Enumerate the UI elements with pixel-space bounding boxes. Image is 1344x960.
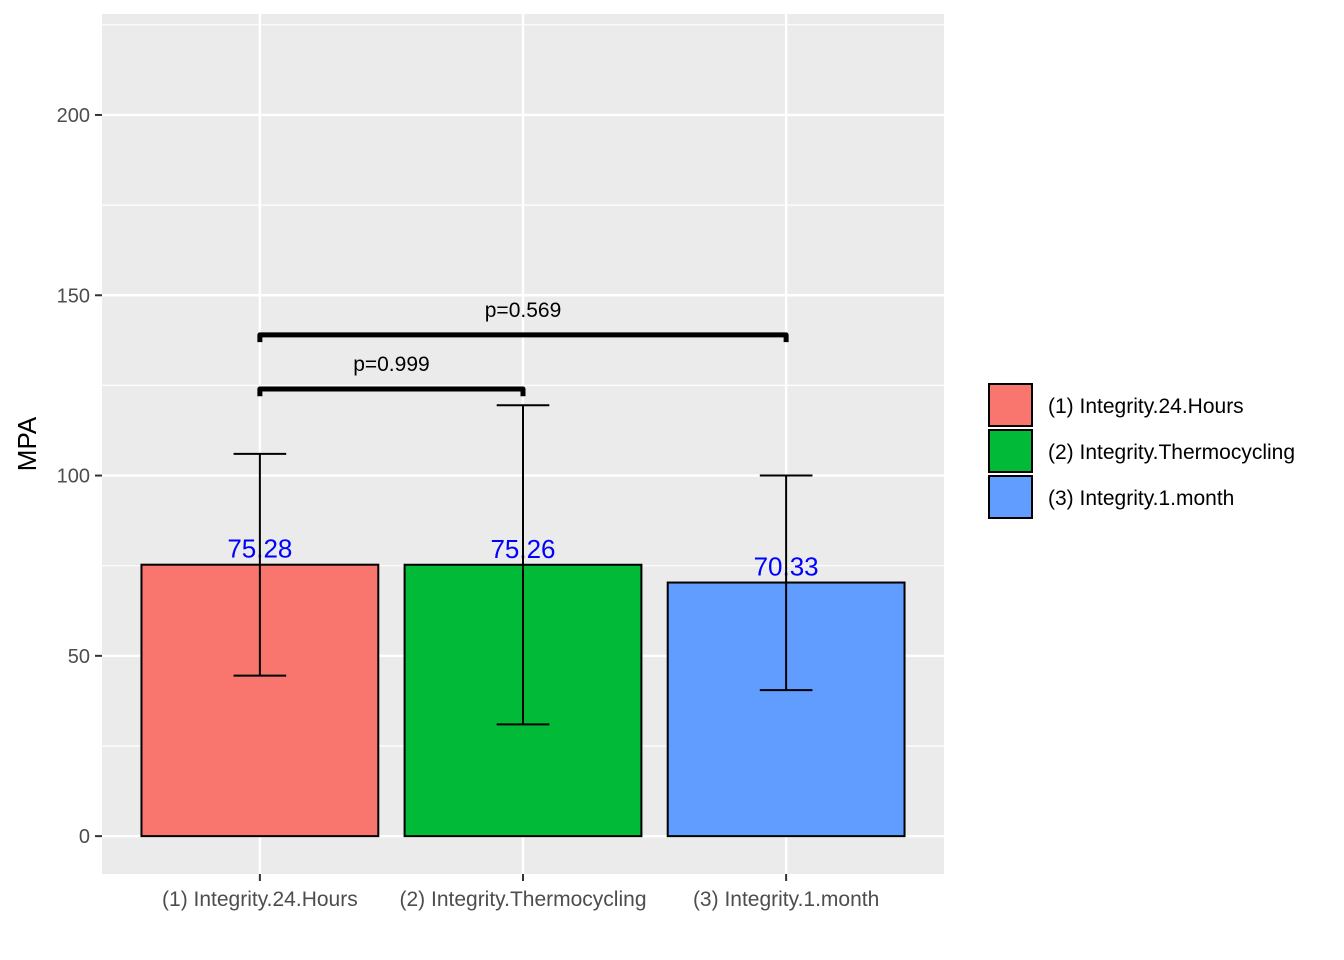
- error-bars: [233, 404, 813, 726]
- significance-bracket: [257, 386, 526, 397]
- significance-brackets: p=0.999 p=0.569: [257, 299, 789, 397]
- bar: [666, 581, 906, 838]
- y-tick-label: 150: [57, 285, 90, 307]
- legend-label: (3) Integrity.1.month: [1048, 487, 1234, 510]
- x-axis: (1) Integrity.24.Hours (2) Integrity.Ther…: [162, 874, 879, 911]
- legend-label: (2) Integrity.Thermocycling: [1048, 441, 1295, 464]
- x-tick-label: (2) Integrity.Thermocycling: [399, 888, 646, 911]
- y-axis-title: MPA: [12, 416, 42, 471]
- y-tick-label: 200: [57, 105, 90, 127]
- x-tick-label: (1) Integrity.24.Hours: [162, 888, 358, 911]
- significance-bracket: [257, 332, 789, 343]
- legend-swatch: [988, 429, 1033, 473]
- p-value-label: p=0.569: [485, 299, 562, 322]
- y-tick-label: 0: [79, 826, 90, 848]
- y-tick-label: 50: [68, 646, 90, 668]
- legend-label: (1) Integrity.24.Hours: [1048, 395, 1244, 418]
- y-axis: 0 50 100 150 200: [57, 105, 102, 848]
- legend-swatch: [988, 383, 1033, 427]
- legend-swatch: [988, 475, 1033, 519]
- y-tick-label: 100: [57, 466, 90, 488]
- x-tick-label: (3) Integrity.1.month: [693, 888, 879, 911]
- p-value-label: p=0.999: [353, 353, 430, 376]
- legend: (1) Integrity.24.Hours (2) Integrity.Ther…: [988, 383, 1295, 519]
